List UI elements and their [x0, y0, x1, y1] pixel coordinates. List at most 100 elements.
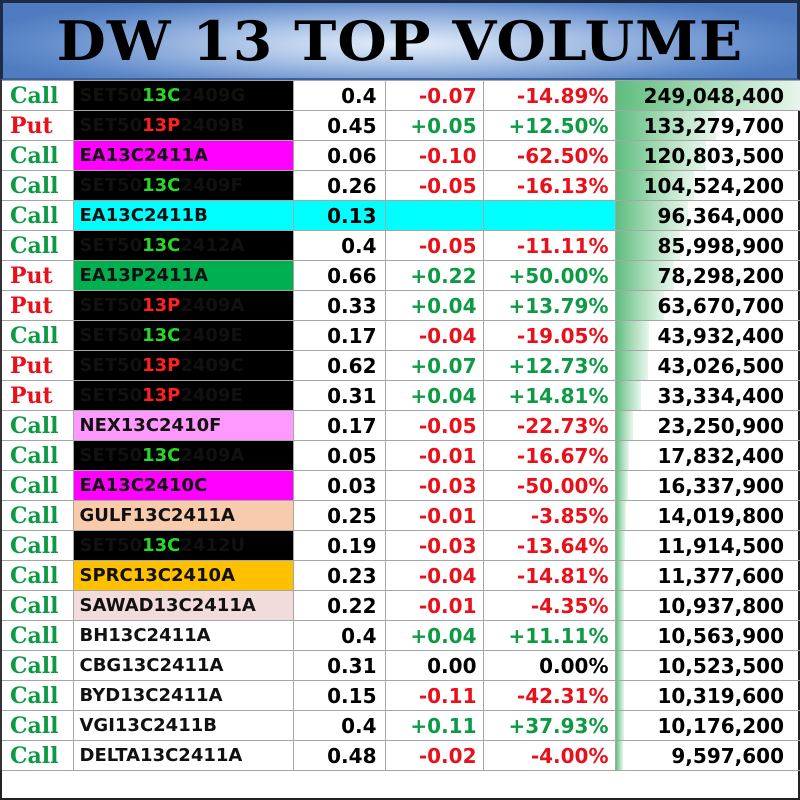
table-row[interactable]: Put SET5013P2409B 0.45 +0.05 +12.50% 133,279,…: [0, 110, 800, 141]
percent-change: -14.81%: [482, 560, 616, 591]
dw-symbol[interactable]: DELTA13C2411A: [72, 740, 294, 771]
symbol-suffix: 2409G: [180, 85, 246, 106]
dw-symbol[interactable]: BYD13C2411A: [72, 680, 294, 711]
table-row[interactable]: Call GULF13C2411A 0.25 -0.01 -3.85% 14,019,80…: [0, 500, 800, 531]
dw-symbol[interactable]: SET5013C2412A: [72, 230, 294, 261]
price-change: -0.10: [384, 140, 484, 171]
table-row[interactable]: Call BYD13C2411A 0.15 -0.11 -42.31% 10,319,60…: [0, 680, 800, 711]
table-row[interactable]: Put SET5013P2409C 0.62 +0.07 +12.73% 43,026,5…: [0, 350, 800, 381]
symbol-highlight: 13C: [142, 445, 181, 466]
table-row[interactable]: Call SET5013C2409F 0.26 -0.05 -16.13% 104,524…: [0, 170, 800, 201]
volume-value: 43,932,400: [657, 323, 784, 348]
volume-databar: [616, 501, 626, 530]
volume-value: 17,832,400: [657, 443, 784, 468]
dw-symbol[interactable]: EA13C2411A: [72, 140, 294, 171]
price-change: -0.04: [384, 560, 484, 591]
price-change: +0.04: [384, 620, 484, 651]
table-row[interactable]: Call SET5013C2409A 0.05 -0.01 -16.67% 17,832,…: [0, 440, 800, 471]
volume-databar: [616, 621, 624, 650]
table-row[interactable]: Put SET5013P2409A 0.33 +0.04 +13.79% 63,670,7…: [0, 290, 800, 321]
dw-symbol[interactable]: GULF13C2411A: [72, 500, 294, 531]
table-row[interactable]: Call SPRC13C2410A 0.23 -0.04 -14.81% 11,377,6…: [0, 560, 800, 591]
table-row[interactable]: Call VGI13C2411B 0.4 +0.11 +37.93% 10,176,200: [0, 710, 800, 741]
table-row[interactable]: Call SET5013C2409E 0.17 -0.04 -19.05% 43,932,…: [0, 320, 800, 351]
volume: 120,803,500: [614, 140, 800, 171]
table-row[interactable]: Put SET5013P2409E 0.31 +0.04 +14.81% 33,334,4…: [0, 380, 800, 411]
dw-symbol[interactable]: CBG13C2411A: [72, 650, 294, 681]
symbol-prefix: SET50: [79, 85, 143, 106]
symbol-suffix: 2409E: [180, 385, 243, 406]
dw-symbol[interactable]: SET5013P2409E: [72, 380, 294, 411]
dw-symbol[interactable]: SET5013P2409C: [72, 350, 294, 381]
percent-change: -13.64%: [482, 530, 616, 561]
last-price: 0.31: [292, 650, 386, 681]
dw-symbol[interactable]: EA13P2411A: [72, 260, 294, 291]
table-row[interactable]: Call BH13C2411A 0.4 +0.04 +11.11% 10,563,900: [0, 620, 800, 651]
volume-databar: [616, 381, 641, 410]
percent-change: -3.85%: [482, 500, 616, 531]
dw-symbol[interactable]: SET5013C2412U: [72, 530, 294, 561]
dw-symbol[interactable]: SET5013C2409A: [72, 440, 294, 471]
symbol-prefix: EA13C2410C: [79, 475, 208, 496]
table-row[interactable]: Call SAWAD13C2411A 0.22 -0.01 -4.35% 10,937,8…: [0, 590, 800, 621]
dw-symbol[interactable]: EA13C2410C: [72, 470, 294, 501]
symbol-suffix: 2409B: [180, 115, 245, 136]
dw-symbol[interactable]: SAWAD13C2411A: [72, 590, 294, 621]
dw-symbol[interactable]: EA13C2411B: [72, 200, 294, 231]
dw-symbol[interactable]: SET5013C2409E: [72, 320, 294, 351]
dw-symbol[interactable]: BH13C2411A: [72, 620, 294, 651]
volume: 249,048,400: [614, 80, 800, 111]
volume: 10,937,800: [614, 590, 800, 621]
dw-symbol[interactable]: SET5013C2409F: [72, 170, 294, 201]
option-type: Call: [0, 440, 74, 471]
dw-symbol[interactable]: SET5013P2409A: [72, 290, 294, 321]
volume-databar: [616, 261, 674, 290]
last-price: 0.4: [292, 230, 386, 261]
last-price: 0.17: [292, 410, 386, 441]
volume-databar: [616, 561, 624, 590]
dw-symbol[interactable]: NEX13C2410F: [72, 410, 294, 441]
price-change: -0.01: [384, 440, 484, 471]
volume-value: 16,337,900: [657, 473, 784, 498]
volume-value: 104,524,200: [643, 173, 784, 198]
symbol-prefix: DELTA13C2411A: [79, 745, 243, 766]
symbol-highlight: 13P: [142, 355, 181, 376]
table-row[interactable]: Call EA13C2411A 0.06 -0.10 -62.50% 120,803,50…: [0, 140, 800, 171]
symbol-prefix: SAWAD13C2411A: [79, 595, 256, 616]
price-change: +0.04: [384, 290, 484, 321]
volume-databar: [616, 231, 680, 260]
percent-change: +13.79%: [482, 290, 616, 321]
symbol-suffix: 2409F: [180, 175, 243, 196]
symbol-suffix: 2412A: [180, 235, 245, 256]
volume-value: 43,026,500: [657, 353, 784, 378]
volume-databar: [616, 351, 648, 380]
volume-value: 11,377,600: [657, 563, 784, 588]
symbol-highlight: 13C: [142, 325, 181, 346]
price-change: -0.01: [384, 590, 484, 621]
option-type: Call: [0, 560, 74, 591]
table-row[interactable]: Call EA13C2411B 0.13 96,364,000: [0, 200, 800, 231]
dw-symbol[interactable]: SET5013P2409B: [72, 110, 294, 141]
symbol-suffix: 2409A: [180, 295, 245, 316]
dw-symbol[interactable]: SET5013C2409G: [72, 80, 294, 111]
volume-databar: [616, 591, 624, 620]
last-price: 0.06: [292, 140, 386, 171]
table-row[interactable]: Call NEX13C2410F 0.17 -0.05 -22.73% 23,250,90…: [0, 410, 800, 441]
option-type: Call: [0, 680, 74, 711]
table-row[interactable]: Call DELTA13C2411A 0.48 -0.02 -4.00% 9,597,60…: [0, 740, 800, 771]
option-type: Call: [0, 140, 74, 171]
symbol-prefix: SET50: [79, 355, 143, 376]
price-change: -0.11: [384, 680, 484, 711]
percent-change: +50.00%: [482, 260, 616, 291]
option-type: Call: [0, 170, 74, 201]
dw-symbol[interactable]: SPRC13C2410A: [72, 560, 294, 591]
table-row[interactable]: Call SET5013C2409G 0.4 -0.07 -14.89% 249,048,…: [0, 80, 800, 111]
table-row[interactable]: Call SET5013C2412U 0.19 -0.03 -13.64% 11,914,…: [0, 530, 800, 561]
option-type: Call: [0, 470, 74, 501]
table-row[interactable]: Call CBG13C2411A 0.31 0.00 0.00% 10,523,500: [0, 650, 800, 681]
table-row[interactable]: Call SET5013C2412A 0.4 -0.05 -11.11% 85,998,9…: [0, 230, 800, 261]
dw-symbol[interactable]: VGI13C2411B: [72, 710, 294, 741]
table-row[interactable]: Call EA13C2410C 0.03 -0.03 -50.00% 16,337,900: [0, 470, 800, 501]
table-row[interactable]: Put EA13P2411A 0.66 +0.22 +50.00% 78,298,200: [0, 260, 800, 291]
volume-value: 10,563,900: [657, 623, 784, 648]
